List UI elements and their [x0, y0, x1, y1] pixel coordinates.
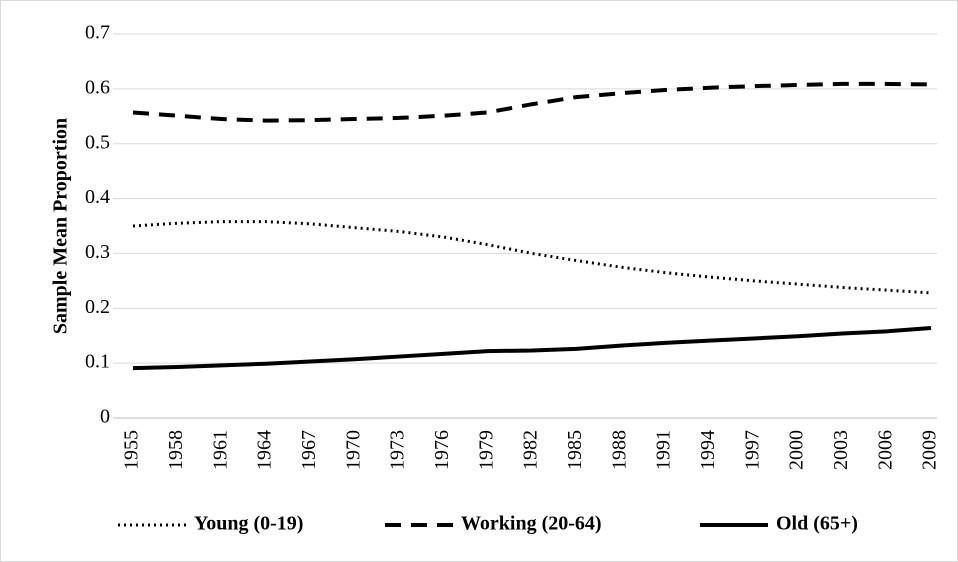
x-tick-label: 1976: [431, 430, 453, 470]
y-axis-label: Sample Mean Proportion: [50, 118, 72, 334]
x-tick-label: 1967: [298, 430, 320, 470]
x-tick-label: 1994: [697, 430, 719, 470]
y-tick-label: 0.4: [85, 186, 110, 208]
x-tick-label: 1958: [165, 430, 187, 470]
x-tick-label: 1991: [653, 430, 675, 470]
x-tick-label: 1973: [387, 430, 409, 470]
x-tick-label: 2000: [786, 430, 808, 470]
y-tick-label: 0: [100, 406, 110, 428]
x-tick-label: 2003: [830, 430, 852, 470]
x-tick-label: 1970: [342, 430, 364, 470]
legend-label: Old (65+): [776, 513, 858, 535]
y-tick-label: 0.7: [85, 22, 110, 44]
y-tick-label: 0.5: [85, 131, 110, 153]
y-tick-label: 0.6: [85, 76, 110, 98]
x-tick-label: 1955: [121, 430, 143, 470]
legend-label: Young (0-19): [194, 513, 303, 535]
y-tick-label: 0.1: [85, 351, 110, 373]
x-tick-label: 2009: [919, 430, 941, 470]
y-tick-label: 0.3: [85, 241, 110, 263]
x-tick-label: 1979: [475, 430, 497, 470]
x-tick-label: 1964: [254, 430, 276, 470]
x-tick-label: 1997: [741, 430, 763, 470]
series-line: [132, 326, 932, 371]
x-tick-label: 1988: [608, 430, 630, 470]
series-line: [132, 81, 932, 123]
legend-label: Working (20-64): [461, 513, 602, 535]
series-line: [132, 220, 932, 295]
x-tick-label: 2006: [874, 430, 896, 470]
x-tick-label: 1982: [520, 430, 542, 470]
x-tick-label: 1961: [209, 430, 231, 470]
x-tick-label: 1985: [564, 430, 586, 470]
y-tick-label: 0.2: [85, 296, 110, 318]
